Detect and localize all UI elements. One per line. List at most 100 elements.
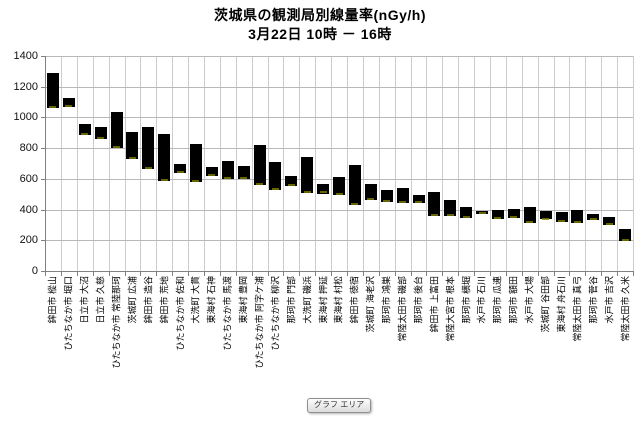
bar-close-marker	[589, 218, 597, 221]
range-bar[interactable]	[348, 165, 361, 205]
range-bar[interactable]	[94, 127, 107, 139]
range-bar[interactable]	[285, 175, 298, 186]
bar-close-marker	[287, 183, 295, 186]
bar-close-marker	[224, 176, 232, 179]
bar-close-marker	[49, 106, 57, 109]
range-bar[interactable]	[444, 199, 457, 216]
x-axis-label: 那珂市 菅谷	[588, 276, 599, 324]
range-bar[interactable]	[269, 162, 282, 190]
range-bar[interactable]	[62, 97, 75, 107]
x-axis-tick	[362, 271, 364, 276]
x-axis-label: ひたちなか市 堀口	[63, 276, 74, 351]
range-bar[interactable]	[539, 211, 552, 220]
x-axis-tick	[378, 271, 380, 276]
x-axis-label: ひたちなか市 柳沢	[270, 276, 281, 351]
x-axis-tick	[140, 271, 142, 276]
range-bar[interactable]	[253, 145, 266, 185]
x-axis-label: 茨城町 海老沢	[365, 276, 376, 333]
chart-title: 茨城県の観測局別線量率(nGy/h)	[214, 7, 426, 23]
range-bar[interactable]	[555, 211, 568, 222]
x-axis-tick	[156, 271, 158, 276]
gridline-vertical	[124, 56, 126, 271]
range-bar[interactable]	[587, 214, 600, 221]
range-bar[interactable]	[110, 112, 123, 149]
bar-close-marker	[240, 176, 248, 179]
range-bar[interactable]	[364, 184, 377, 201]
range-bar[interactable]	[333, 177, 345, 195]
gridline-vertical	[188, 56, 189, 271]
bar-close-marker	[446, 213, 454, 216]
x-axis-tick	[521, 271, 523, 276]
range-bar[interactable]	[507, 208, 520, 218]
gridline-vertical	[521, 56, 523, 271]
bar-close-marker	[399, 200, 407, 203]
x-axis-label: 茨城町 広浦	[127, 276, 138, 324]
x-axis-label: 常陸太田市 真弓	[572, 276, 583, 342]
bar-close-marker	[176, 170, 184, 173]
bar-close-marker	[557, 219, 565, 222]
gridline-vertical	[108, 56, 110, 271]
range-bar[interactable]	[142, 127, 155, 169]
gridline-vertical	[92, 56, 94, 271]
y-axis-tick	[41, 271, 45, 272]
range-bar[interactable]	[317, 183, 330, 194]
range-bar[interactable]	[571, 209, 584, 223]
range-bar[interactable]	[301, 156, 314, 194]
x-axis-label: 水戸市 大場	[524, 276, 535, 324]
gridline-vertical	[219, 56, 221, 271]
gridline-vertical	[235, 56, 237, 271]
x-axis-label: 東海村 村松	[334, 276, 344, 324]
range-bar[interactable]	[460, 206, 473, 218]
bar-close-marker	[605, 222, 613, 225]
range-bar[interactable]	[603, 217, 616, 225]
x-axis-tick	[442, 271, 444, 276]
range-bar[interactable]	[412, 195, 425, 203]
x-axis-label: 那珂市 鴻巣	[381, 276, 392, 324]
range-bar[interactable]	[619, 228, 632, 241]
range-bar[interactable]	[491, 209, 504, 219]
range-bar[interactable]	[237, 165, 250, 179]
x-axis-tick	[108, 271, 110, 276]
range-bar[interactable]	[174, 163, 187, 173]
x-axis-label: 大洗町 大貫	[191, 276, 201, 324]
gridline-horizontal	[45, 240, 633, 242]
gridline-vertical	[505, 56, 507, 271]
gridline-vertical	[76, 56, 78, 271]
x-axis-tick	[426, 271, 428, 276]
y-axis-label: 0	[31, 265, 38, 277]
range-bar[interactable]	[190, 144, 202, 182]
bar-close-marker	[128, 156, 136, 159]
bar-close-marker	[494, 216, 502, 219]
bar-close-marker	[335, 193, 343, 195]
y-axis-label: 800	[19, 142, 38, 155]
range-bar[interactable]	[380, 190, 393, 202]
range-bar[interactable]	[396, 188, 409, 203]
range-bar[interactable]	[78, 124, 91, 136]
range-bar[interactable]	[221, 161, 234, 179]
gridline-horizontal	[45, 56, 633, 57]
x-axis-label: 日立市 大沼	[79, 276, 90, 324]
range-bar[interactable]	[126, 132, 139, 159]
range-bar[interactable]	[46, 72, 59, 109]
x-axis-label: 常陸太田市 久米	[620, 276, 631, 342]
range-bar[interactable]	[523, 206, 536, 223]
bar-close-marker	[367, 198, 375, 201]
bar-close-marker	[144, 166, 152, 169]
y-axis-label: 1400	[13, 50, 38, 62]
y-axis-tick	[41, 178, 45, 180]
y-axis-tick	[41, 117, 45, 119]
y-axis-line	[45, 56, 46, 272]
bar-close-marker	[113, 146, 120, 149]
range-bar[interactable]	[158, 134, 171, 182]
x-axis-tick	[585, 271, 587, 276]
chart-subtitle: 3月22日 10時 － 16時	[248, 26, 392, 42]
x-axis-label: 東海村 舟石川	[556, 276, 567, 333]
range-bar[interactable]	[428, 191, 441, 216]
x-axis-tick	[45, 271, 46, 276]
gridline-vertical	[283, 56, 285, 271]
range-bar[interactable]	[205, 167, 218, 176]
bar-close-marker	[414, 200, 422, 203]
x-axis-tick	[617, 271, 619, 276]
